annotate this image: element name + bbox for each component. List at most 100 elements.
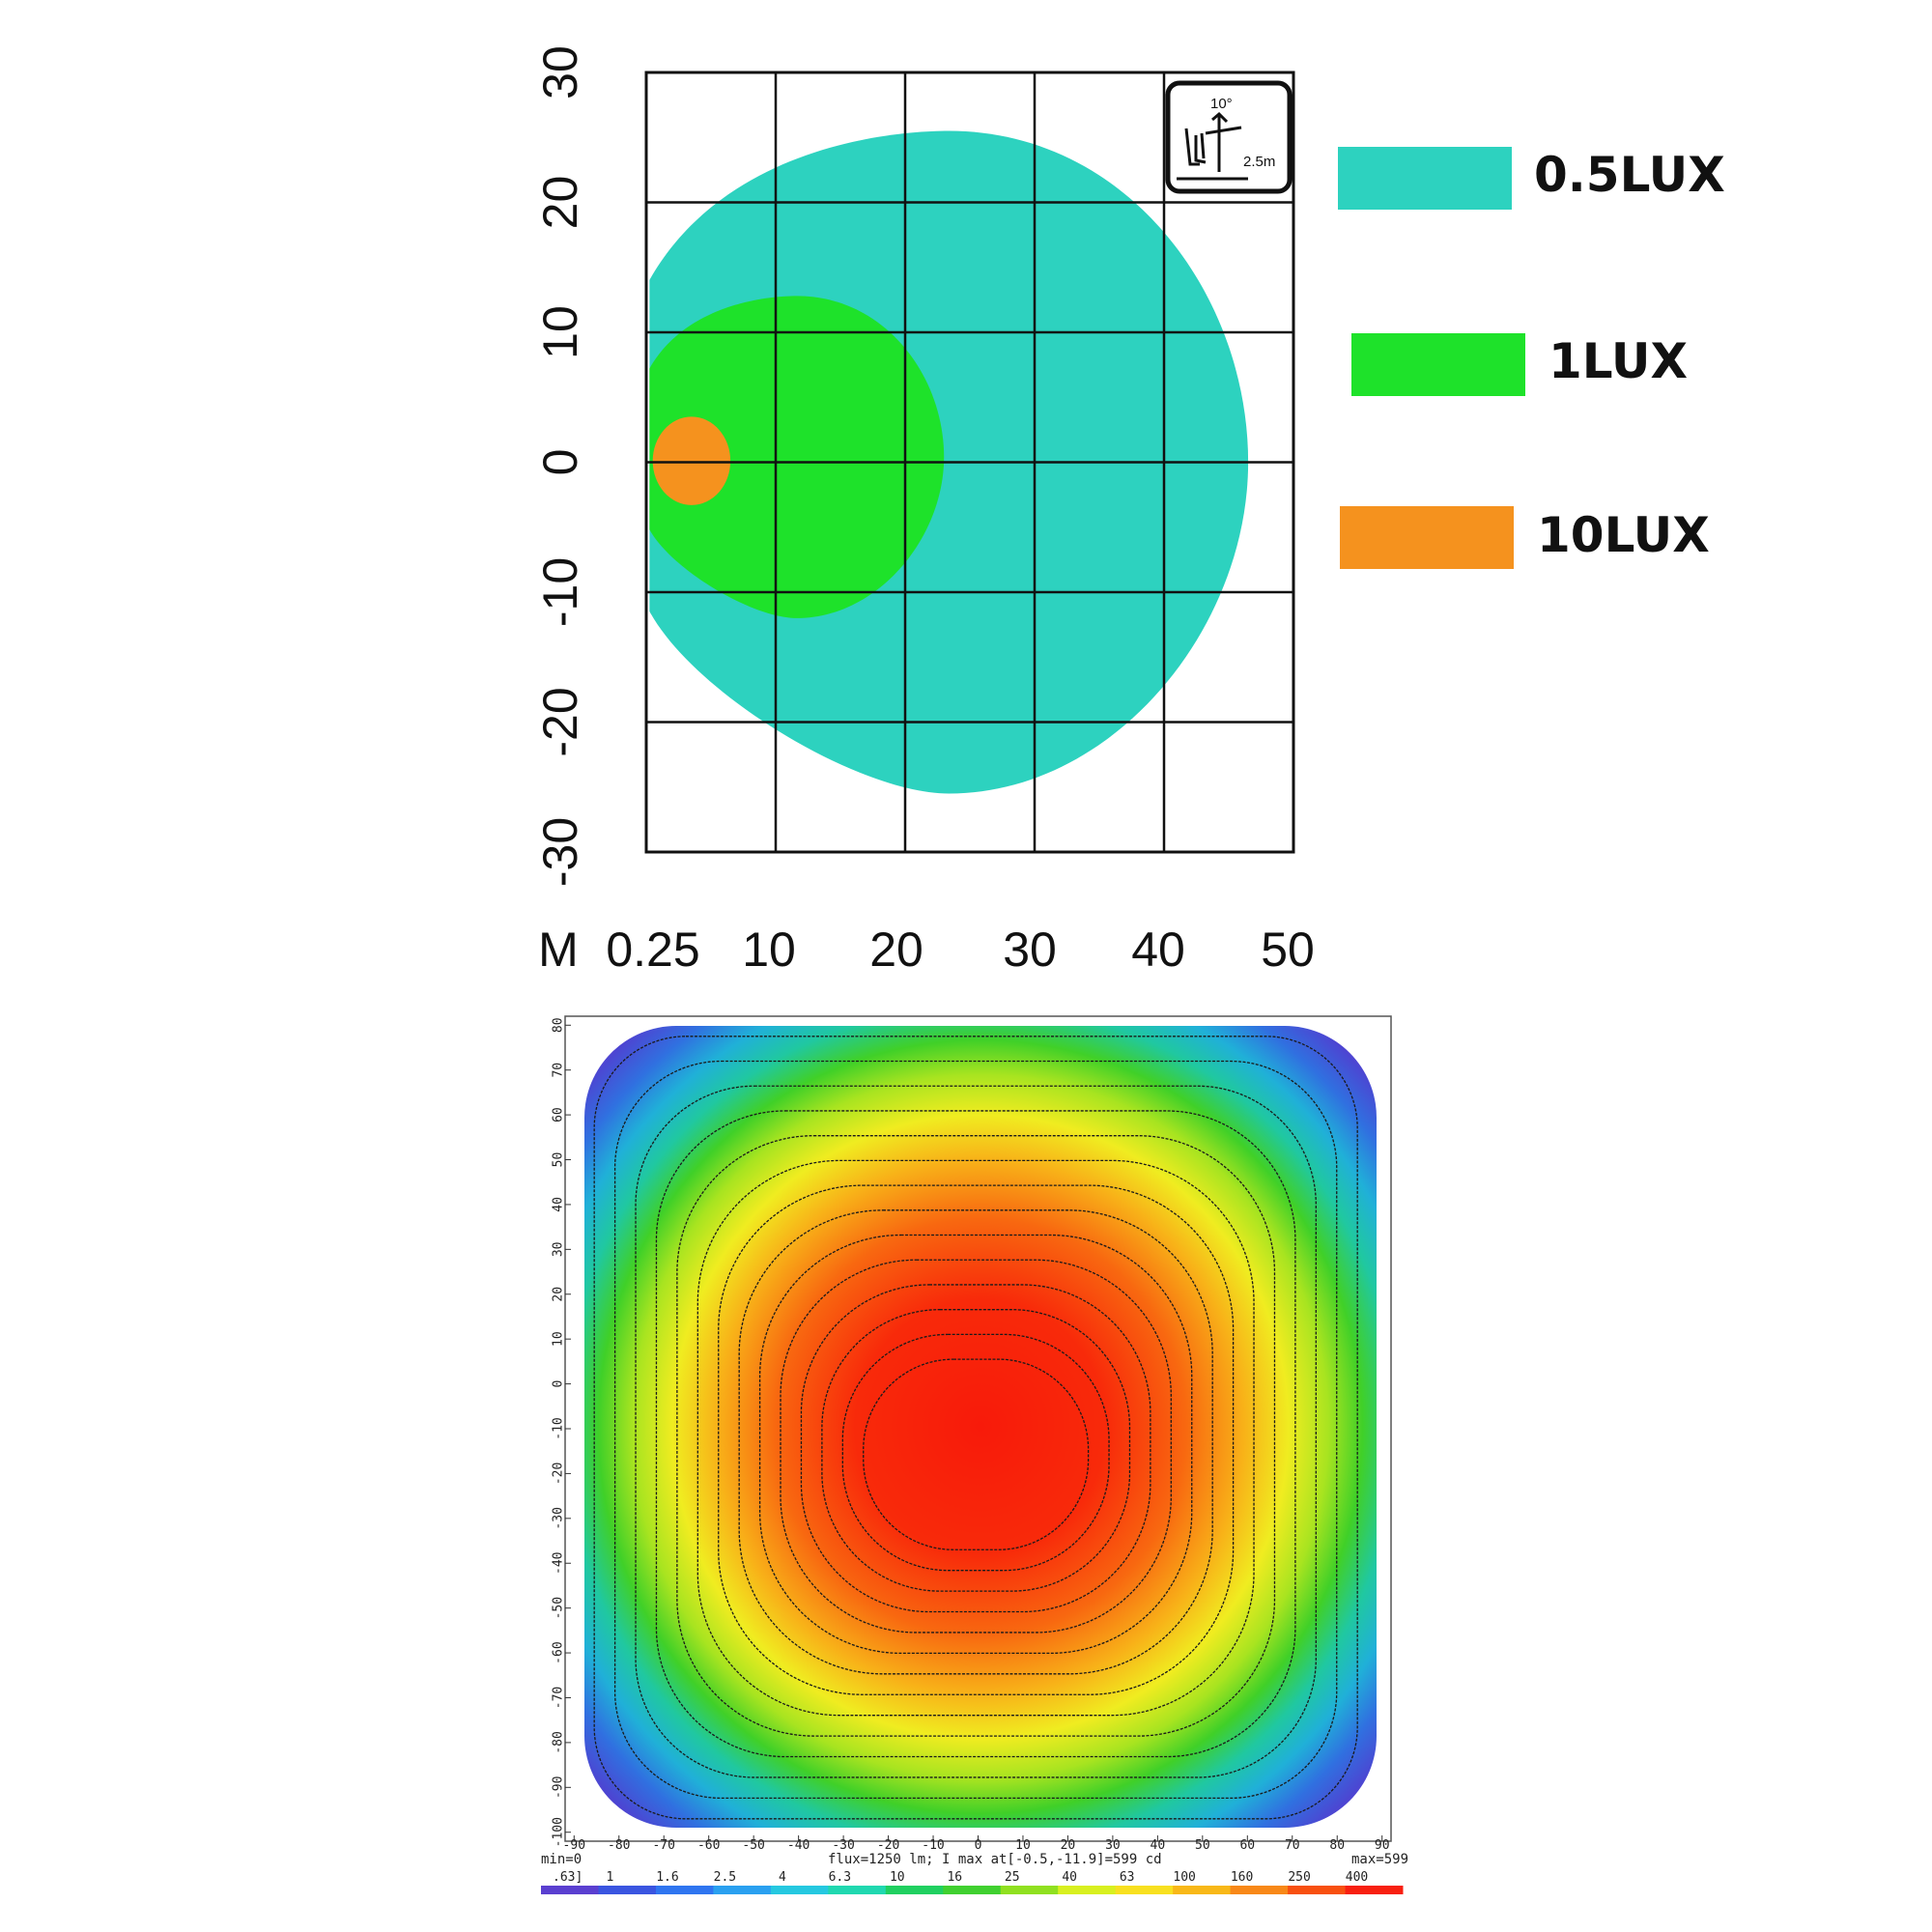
colorbar-segment xyxy=(598,1886,657,1894)
heatmap-x-tick-label: 60 xyxy=(1239,1838,1255,1853)
colorbar-segment xyxy=(1058,1886,1117,1894)
x-tick-label: 30 xyxy=(1003,923,1057,977)
colorbar-segment xyxy=(1000,1886,1059,1894)
heatmap-y-tick-label: 20 xyxy=(552,1287,566,1302)
zone-1LUX xyxy=(649,296,945,618)
colorbar-segment xyxy=(1115,1886,1174,1894)
contour-line xyxy=(800,1284,1151,1613)
heatmap-y-tick-label: 30 xyxy=(552,1242,566,1258)
colorbar-label: 100 xyxy=(1173,1870,1195,1885)
heatmap-y-tick-label: -30 xyxy=(552,1507,566,1529)
legend: 0.5LUX 1LUX 10LUX xyxy=(1338,147,1725,569)
colorbar-segment xyxy=(713,1886,772,1894)
colorbar-label: 250 xyxy=(1288,1870,1310,1885)
colorbar-label: 160 xyxy=(1231,1870,1253,1885)
colorbar-label: 16 xyxy=(947,1870,962,1885)
colorbar xyxy=(541,1886,1404,1894)
colorbar-label: 10 xyxy=(890,1870,905,1885)
colorbar-segment xyxy=(655,1886,714,1894)
heatmap-x-tick-label: -10 xyxy=(922,1838,944,1853)
colorbar-segment xyxy=(541,1886,599,1894)
x-tick-label: 20 xyxy=(869,923,923,977)
y-tick-label: 20 xyxy=(533,176,587,230)
max-label: max=599 xyxy=(1351,1852,1408,1867)
contour-line xyxy=(655,1110,1296,1758)
heatmap-x-tick-label: 40 xyxy=(1151,1838,1166,1853)
y-axis-tick-labels: 30 20 10 0 -10 -20 -30 xyxy=(533,45,587,887)
heatmap-x-ticks: -90 -80 -70 -60 -50 -40 -30 -20 -10 0 10 20 30 40 50 60… xyxy=(563,1835,1390,1853)
luminaire-icon xyxy=(1177,111,1248,181)
heatmap-y-tick-label: -100 xyxy=(552,1817,566,1847)
heatmap-x-tick-label: -40 xyxy=(787,1838,810,1853)
heatmap-y-tick-label: 60 xyxy=(552,1107,566,1122)
heatmap-x-tick-label: 50 xyxy=(1195,1838,1210,1853)
heatmap-x-tick-label: 70 xyxy=(1285,1838,1300,1853)
heatmap-y-tick-label: 80 xyxy=(552,1017,566,1033)
heatmap-x-tick-label: -20 xyxy=(877,1838,899,1853)
colorbar-label: 25 xyxy=(1005,1870,1020,1885)
heatmap-x-tick-label: -70 xyxy=(652,1838,674,1853)
colorbar-segment xyxy=(943,1886,1002,1894)
contour-line xyxy=(676,1135,1276,1737)
contour-line xyxy=(593,1036,1358,1820)
heatmap-y-tick-label: -40 xyxy=(552,1551,566,1574)
contour-line xyxy=(696,1159,1255,1717)
contour-line xyxy=(758,1234,1193,1655)
x-tick-label: 10 xyxy=(742,923,796,977)
heatmap-x-tick-label: 20 xyxy=(1061,1838,1076,1853)
heatmap-x-tick-label: 10 xyxy=(1015,1838,1031,1853)
x-tick-label: 50 xyxy=(1261,923,1315,977)
contour-line xyxy=(863,1358,1090,1550)
colorbar-label: 400 xyxy=(1346,1870,1368,1885)
colorbar-label: .63] xyxy=(553,1870,582,1885)
legend-swatch-0.5LUX xyxy=(1338,147,1512,210)
y-tick-label: -20 xyxy=(533,687,587,756)
y-tick-label: 10 xyxy=(533,305,587,359)
x-tick-label: 40 xyxy=(1131,923,1185,977)
heatmap-y-tick-label: -80 xyxy=(552,1731,566,1753)
colorbar-segment xyxy=(1230,1886,1289,1894)
heatmap-y-tick-label: -10 xyxy=(552,1417,566,1439)
contour-line xyxy=(841,1333,1110,1572)
contour-line xyxy=(718,1184,1235,1695)
contour-line xyxy=(780,1259,1172,1634)
heatmap-y-tick-label: 70 xyxy=(552,1063,566,1078)
illuminance-zone-chart: 30 20 10 0 -10 -20 -30 M 0.25 10 20 30 40 50 10° 2.5… xyxy=(533,45,1725,977)
colorbar-label: 63 xyxy=(1120,1870,1135,1885)
zone-10LUX xyxy=(652,416,731,505)
colorbar-segment xyxy=(1345,1886,1404,1894)
heatmap-x-tick-label: 80 xyxy=(1329,1838,1345,1853)
heatmap-y-tick-label: 10 xyxy=(552,1331,566,1347)
legend-label-10LUX: 10LUX xyxy=(1537,507,1710,563)
heatmap-x-tick-label: -90 xyxy=(563,1838,585,1853)
colorbar-label: 40 xyxy=(1062,1870,1077,1885)
colorbar-labels: .63] 1 1.6 2.5 4 6.3 10 16 25 40 63 100 160 250 400 xyxy=(553,1870,1368,1885)
heatmap-x-tick-label: -60 xyxy=(697,1838,720,1853)
heatmap-x-tick-label: 90 xyxy=(1375,1838,1390,1853)
legend-label-1LUX: 1LUX xyxy=(1548,333,1688,389)
heatmap-x-tick-label: -50 xyxy=(742,1838,764,1853)
contour-line xyxy=(635,1085,1317,1778)
x-unit-label: M xyxy=(538,923,579,977)
inset-angle-label: 10° xyxy=(1210,96,1233,112)
heatmap-y-tick-label: 40 xyxy=(552,1197,566,1212)
colorbar-segment xyxy=(1173,1886,1232,1894)
y-tick-label: 0 xyxy=(533,449,587,476)
contour-line xyxy=(738,1209,1213,1675)
contour-line xyxy=(613,1060,1338,1800)
heatmap-y-tick-label: -60 xyxy=(552,1641,566,1663)
legend-swatch-10LUX xyxy=(1340,506,1514,569)
heatmap-x-tick-label: -30 xyxy=(832,1838,854,1853)
intensity-square xyxy=(584,1026,1377,1828)
flux-info-label: flux=1250 lm; I max at[-0.5,-11.9]=599 c… xyxy=(828,1852,1162,1867)
colorbar-segment xyxy=(1288,1886,1347,1894)
colorbar-label: 2.5 xyxy=(714,1870,736,1885)
contour-lines xyxy=(593,1036,1358,1820)
heatmap-x-tick-label: 30 xyxy=(1105,1838,1121,1853)
heatmap-y-tick-label: -90 xyxy=(552,1776,566,1799)
contour-line xyxy=(821,1309,1131,1592)
x-tick-label: 0.25 xyxy=(606,923,699,977)
heatmap-y-tick-label: -70 xyxy=(552,1687,566,1709)
mounting-inset: 10° 2.5m xyxy=(1165,80,1293,194)
heatmap-x-tick-label: 0 xyxy=(975,1838,982,1853)
